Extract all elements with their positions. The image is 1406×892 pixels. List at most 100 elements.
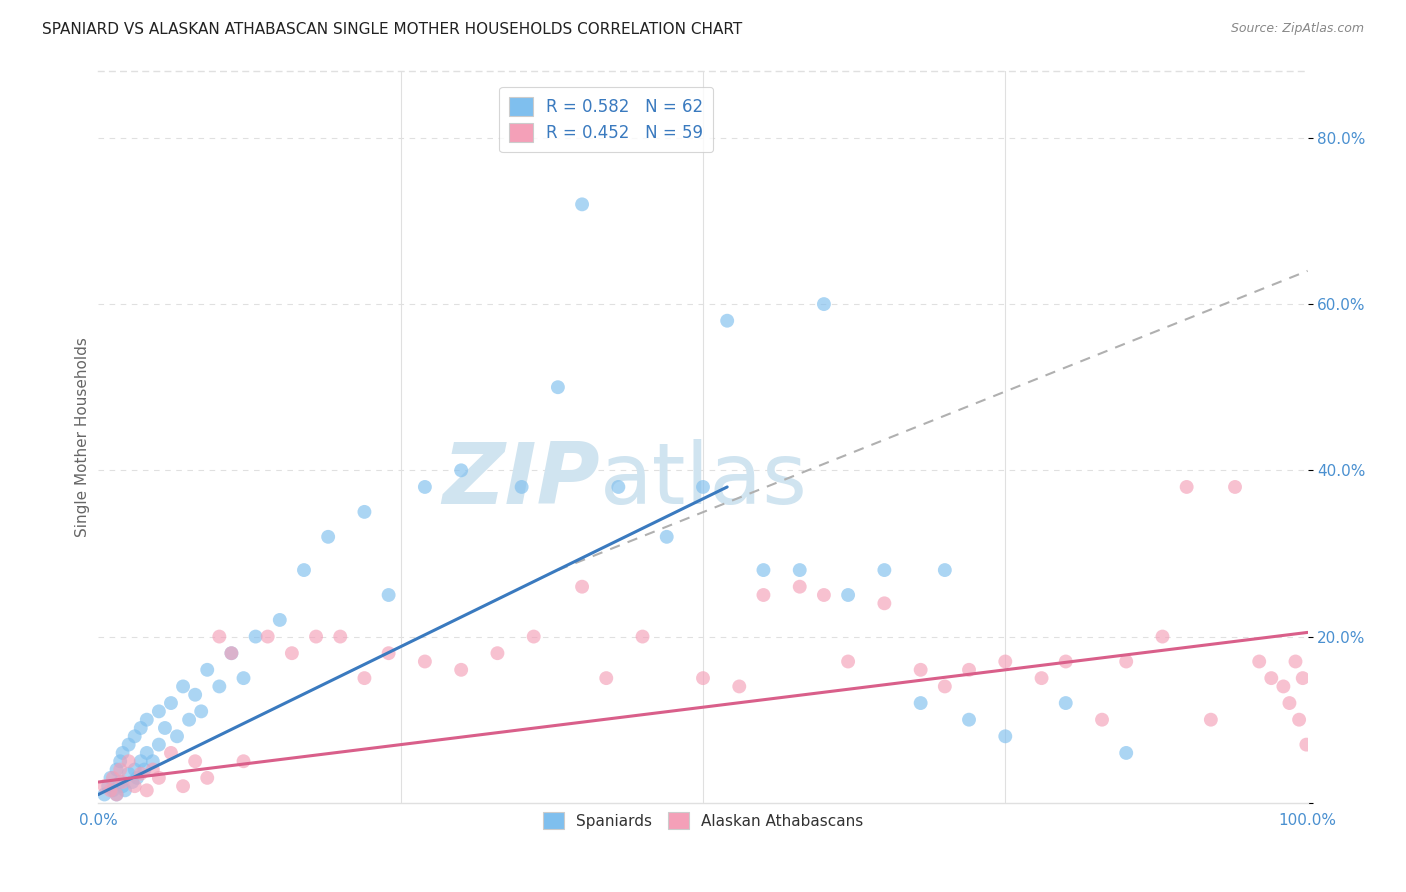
Point [1115,655,1137,669]
Point [160,746,183,760]
Point [910,663,932,677]
Point [135,713,157,727]
Point [813,297,835,311]
Legend: Spaniards, Alaskan Athabascans: Spaniards, Alaskan Athabascans [537,805,869,836]
Point [195,771,218,785]
Point [100,783,122,797]
Point [121,775,143,789]
Point [329,630,352,644]
Point [105,763,128,777]
Point [166,729,188,743]
Point [728,680,751,694]
Point [97,779,120,793]
Point [1284,655,1306,669]
Point [160,696,183,710]
Point [118,754,141,768]
Point [789,563,811,577]
Point [245,630,267,644]
Point [957,663,980,677]
Point [305,630,328,644]
Point [837,655,859,669]
Text: atlas: atlas [600,440,808,523]
Point [129,754,152,768]
Point [232,671,254,685]
Point [135,746,157,760]
Point [1031,671,1053,685]
Point [692,480,714,494]
Point [752,563,775,577]
Point [957,713,980,727]
Point [292,563,315,577]
Point [142,763,165,777]
Point [118,766,141,780]
Text: Source: ZipAtlas.com: Source: ZipAtlas.com [1230,22,1364,36]
Point [108,763,131,777]
Point [256,630,278,644]
Text: ZIP: ZIP [443,440,600,523]
Point [377,588,399,602]
Point [179,713,201,727]
Point [547,380,569,394]
Point [1249,655,1271,669]
Point [108,775,131,789]
Point [281,646,304,660]
Point [1115,746,1137,760]
Point [101,771,124,785]
Point [789,580,811,594]
Point [1152,630,1174,644]
Point [124,763,146,777]
Point [195,663,218,677]
Point [752,588,775,602]
Point [1278,696,1301,710]
Point [1260,671,1282,685]
Point [994,655,1017,669]
Point [450,663,472,677]
Point [1223,480,1246,494]
Point [1054,655,1077,669]
Point [353,505,375,519]
Point [837,588,859,602]
Point [873,563,896,577]
Point [1054,696,1077,710]
Point [111,746,134,760]
Point [135,783,157,797]
Point [510,480,533,494]
Point [127,771,149,785]
Point [1091,713,1114,727]
Point [124,779,146,793]
Point [631,630,654,644]
Point [571,580,593,594]
Point [142,754,165,768]
Point [148,771,170,785]
Point [692,671,714,685]
Point [377,646,399,660]
Point [655,530,678,544]
Point [1175,480,1198,494]
Point [105,788,128,802]
Point [93,788,115,802]
Point [595,671,617,685]
Point [108,754,131,768]
Point [134,763,156,777]
Point [208,630,231,644]
Point [184,688,207,702]
Point [413,480,436,494]
Point [1288,713,1310,727]
Y-axis label: Single Mother Households: Single Mother Households [75,337,90,537]
Point [316,530,339,544]
Point [118,738,141,752]
Point [124,729,146,743]
Point [486,646,509,660]
Point [269,613,291,627]
Point [172,680,194,694]
Point [607,480,630,494]
Point [571,197,593,211]
Point [148,738,170,752]
Point [232,754,254,768]
Point [208,680,231,694]
Point [1295,738,1317,752]
Point [148,705,170,719]
Point [994,729,1017,743]
Point [105,788,128,802]
Point [413,655,436,669]
